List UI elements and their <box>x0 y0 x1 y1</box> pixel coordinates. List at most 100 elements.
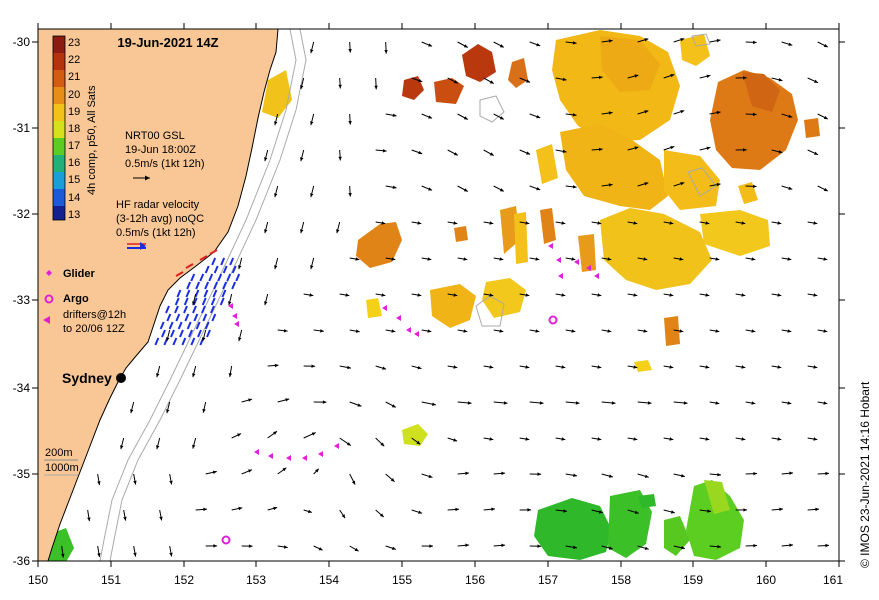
argo-float <box>221 535 231 545</box>
current-vector-head <box>717 544 722 549</box>
current-vector-head <box>751 329 756 333</box>
hf-radar-vector-red <box>209 249 218 255</box>
lat-tick: -32 <box>13 207 31 221</box>
current-vector-head <box>788 114 793 118</box>
current-vector-head <box>418 78 423 83</box>
current-vector-head <box>633 437 638 441</box>
current-vector-head <box>159 516 163 521</box>
current-vector-head <box>338 156 342 161</box>
hf-radar-vector <box>204 321 210 330</box>
current-vector-head <box>741 365 746 369</box>
current-vector-head <box>310 49 314 54</box>
current-vector-head <box>752 184 757 189</box>
hf-radar-vector <box>166 313 172 322</box>
drifter-point <box>396 315 401 321</box>
drifter-point <box>594 273 599 279</box>
current-vector-head <box>463 44 468 48</box>
hf-radar-vector <box>204 265 210 274</box>
colorbar-tick: 19 <box>68 106 80 118</box>
current-vector-head <box>499 116 504 120</box>
current-vector-head <box>669 293 674 297</box>
colorbar-tick: 16 <box>68 157 80 169</box>
current-vector-head <box>283 329 288 333</box>
hf-radar-vector <box>201 297 207 306</box>
current-vector-head <box>680 474 685 478</box>
lon-tick: 154 <box>319 573 339 587</box>
current-vectors <box>61 38 830 558</box>
current-vector-head <box>417 221 422 225</box>
current-vector-head <box>491 507 496 512</box>
current-vector-head <box>597 365 602 369</box>
current-vector-head <box>381 293 386 297</box>
current-vector-head <box>741 221 746 225</box>
current-vector-head <box>499 257 504 261</box>
lat-tick: -35 <box>13 467 31 481</box>
current-vector-head <box>501 471 506 476</box>
sst-patches-mid <box>262 30 770 446</box>
current-vector-head <box>391 329 396 333</box>
current-vector-head <box>777 293 782 297</box>
current-vector-head <box>813 221 818 225</box>
current-vector-head <box>489 293 494 297</box>
current-vector-head <box>354 547 359 552</box>
current-vector-head <box>120 445 124 450</box>
current-vector-head <box>683 401 688 405</box>
drifter-tracks <box>228 243 599 461</box>
current-vector-head <box>561 365 566 369</box>
current-vector-head <box>427 257 432 261</box>
colorbar-tick: 15 <box>68 174 80 186</box>
current-vector-head <box>192 301 196 306</box>
plot-frame <box>37 28 840 562</box>
current-vector-head <box>705 293 710 297</box>
current-vector-head <box>307 509 312 514</box>
drifter-point <box>286 455 291 461</box>
current-vector-head <box>374 85 378 90</box>
current-vector-head <box>607 329 612 333</box>
current-vector-head <box>787 329 792 333</box>
current-vector-head <box>380 442 385 447</box>
hf-radar-vector <box>175 313 181 322</box>
legend-nrt-line2: 19-Jun 18:00Z <box>125 144 196 156</box>
current-vector-head <box>264 301 268 306</box>
current-vector-head <box>572 185 577 189</box>
current-vector-head <box>418 510 423 514</box>
current-vector-head <box>285 398 290 402</box>
lon-tick: 153 <box>246 573 266 587</box>
drifter-point <box>414 331 419 337</box>
current-vector-head <box>536 114 541 119</box>
current-vector-head <box>248 398 253 402</box>
land-mass <box>38 29 279 561</box>
current-vector-head <box>381 221 386 225</box>
legend-hf-line2: (3-12h avg) noQC <box>116 213 204 225</box>
current-vector-head <box>669 437 674 441</box>
hf-radar-vector <box>210 297 216 306</box>
hf-radar-vector <box>183 305 188 314</box>
lat-tick: -30 <box>13 35 31 49</box>
lon-tick: 150 <box>28 573 48 587</box>
current-vector-head <box>202 337 206 342</box>
current-vector-head <box>311 364 316 368</box>
current-vector-head <box>572 41 577 45</box>
current-vector-head <box>743 76 747 80</box>
city-label-sydney: Sydney <box>62 370 112 386</box>
current-vector-head <box>465 543 470 548</box>
current-vector-head <box>391 546 396 550</box>
current-vector-head <box>571 257 576 261</box>
current-vector-head <box>777 221 782 225</box>
hf-radar-vector <box>159 321 165 330</box>
hf-radar-vector-red <box>175 271 184 277</box>
current-vector-head <box>133 552 137 557</box>
colorbar-tick: 21 <box>68 71 80 83</box>
current-vector-head <box>823 401 828 405</box>
current-vector-head <box>264 157 268 162</box>
current-vector-head <box>156 445 160 450</box>
lat-tick: -34 <box>13 381 31 395</box>
current-vector-head <box>417 365 422 370</box>
drifter-point <box>334 443 339 449</box>
current-vector-head <box>453 365 458 369</box>
current-vector-head <box>706 74 711 78</box>
current-vector-head <box>392 185 397 189</box>
current-vector-head <box>228 301 232 306</box>
current-vector-head <box>575 401 580 405</box>
